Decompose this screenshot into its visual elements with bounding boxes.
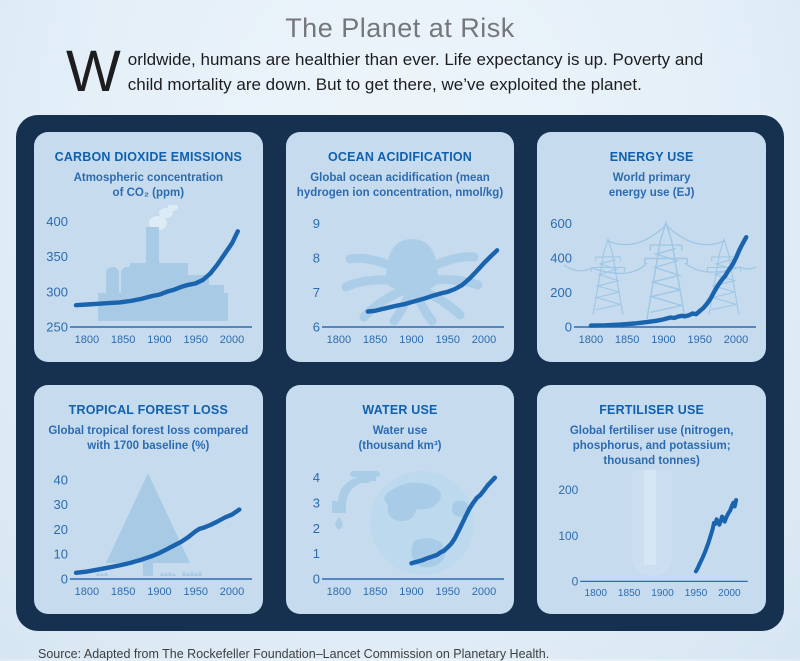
panel-subtitle: Global ocean acidification (mean hydroge… [296, 172, 504, 200]
x-tick-label: 1850 [111, 586, 135, 598]
data-series-line [365, 247, 500, 314]
y-tick-label: 6 [313, 319, 320, 334]
forest-chart: 0 10 20 30 40 1800 1850 1900 1950 2000 [54, 472, 253, 598]
panel-title: WATER USE [362, 402, 438, 417]
y-tick-label: 200 [558, 483, 578, 497]
y-tick-label: 40 [54, 472, 68, 487]
panel-subtitle: Global fertiliser use (nitrogen, phospho… [569, 424, 734, 467]
x-tick-label: 1850 [363, 334, 387, 346]
panel-ocean-acidification: OCEAN ACIDIFICATION Global ocean acidifi… [285, 132, 515, 362]
y-tick-label: 0 [61, 572, 68, 587]
x-tick-label: 2000 [472, 334, 496, 346]
source-note: Source: Adapted from The Rockefeller Fou… [38, 646, 550, 661]
page-title: The Planet at Risk [285, 13, 515, 43]
co2-chart: 250 300 350 400 1800 1850 1900 1950 2000 [47, 204, 253, 346]
y-tick-label: 9 [313, 215, 320, 230]
data-series-line [74, 228, 241, 307]
y-tick-label: 3 [313, 496, 320, 511]
x-tick-label: 1900 [651, 588, 674, 599]
fertiliser-chart: 0 100 200 1800 1850 1900 1950 2000 [558, 469, 748, 599]
x-tick-label: 2000 [220, 586, 244, 598]
panel-title: CARBON DIOXIDE EMISSIONS [54, 150, 243, 164]
x-tick-label: 1950 [184, 586, 208, 598]
tree-icon [96, 473, 203, 576]
x-tick-label: 2000 [220, 334, 244, 346]
water-chart: 0 1 2 3 4 1800 1850 1900 1950 2000 [313, 470, 504, 598]
globe-faucet-icon [331, 471, 474, 575]
x-tick-label: 1950 [687, 334, 711, 346]
panel-title: TROPICAL FOREST LOSS [68, 402, 228, 417]
x-tick-label: 1850 [111, 334, 135, 346]
y-tick-label: 1 [313, 546, 320, 561]
panel-fertiliser-use: FERTILISER USE Global fertiliser use (ni… [537, 384, 766, 614]
y-tick-label: 600 [550, 215, 572, 230]
y-tick-label: 0 [313, 572, 320, 587]
fertiliser-sack-icon [631, 469, 672, 576]
y-tick-label: 400 [550, 250, 572, 265]
x-tick-label: 1800 [584, 588, 607, 599]
factory-icon [98, 204, 229, 321]
y-tick-label: 200 [550, 284, 572, 299]
y-tick-label: 10 [54, 547, 68, 562]
y-tick-label: 0 [564, 319, 571, 334]
x-tick-label: 1950 [184, 334, 208, 346]
data-series-line [409, 475, 498, 566]
x-tick-label: 1800 [327, 334, 351, 346]
y-tick-label: 30 [54, 497, 68, 512]
y-tick-label: 8 [313, 250, 320, 265]
panel-subtitle: Atmospheric concentration of CO₂ (ppm) [73, 172, 224, 200]
panel-subtitle: World primary energy use (EJ) [608, 172, 695, 200]
y-tick-label: 2 [313, 521, 320, 536]
intro-text: orldwide, humans are healthier than ever… [127, 50, 704, 94]
y-tick-label: 7 [313, 284, 320, 299]
x-tick-label: 1950 [435, 586, 459, 598]
x-tick-label: 1900 [399, 586, 423, 598]
panel-subtitle: Water use (thousand km³) [358, 424, 442, 452]
panel-title: ENERGY USE [609, 150, 694, 164]
y-tick-label: 400 [47, 213, 69, 228]
x-tick-label: 2000 [472, 586, 496, 598]
panel-carbon-dioxide-emissions: CARBON DIOXIDE EMISSIONS Atmospheric con… [34, 132, 263, 362]
y-tick-label: 250 [47, 319, 69, 334]
panel-tropical-forest-loss: TROPICAL FOREST LOSS Global tropical for… [34, 384, 263, 614]
ocean-chart: 6 7 8 9 1800 1850 1900 1950 2000 [313, 215, 504, 346]
x-tick-label: 1800 [75, 586, 99, 598]
x-tick-label: 1900 [148, 334, 172, 346]
x-tick-label: 1900 [651, 334, 675, 346]
y-tick-label: 350 [47, 249, 69, 264]
x-tick-label: 1800 [327, 586, 351, 598]
y-tick-label: 4 [313, 470, 320, 485]
data-series-line [588, 234, 749, 328]
y-tick-label: 0 [571, 575, 578, 589]
x-tick-label: 2000 [723, 334, 747, 346]
charts-board: CARBON DIOXIDE EMISSIONS Atmospheric con… [16, 115, 784, 631]
y-tick-label: 20 [54, 522, 68, 537]
data-series-line [74, 507, 242, 576]
pylons-icon [563, 221, 756, 320]
panel-title: FERTILISER USE [599, 402, 705, 417]
panel-title: OCEAN ACIDIFICATION [327, 150, 473, 164]
panel-energy-use: ENERGY USE World primary energy use (EJ)… [537, 132, 766, 362]
y-tick-label: 300 [47, 284, 69, 299]
x-tick-label: 1850 [363, 586, 387, 598]
y-tick-label: 100 [558, 529, 578, 543]
x-tick-label: 1950 [435, 334, 459, 346]
x-tick-label: 2000 [718, 588, 741, 599]
panel-water-use: WATER USE Water use (thousand km³) 0 1 2 3 4… [285, 384, 515, 614]
energy-chart: 0 200 400 600 1800 1850 1900 1950 2000 [550, 215, 756, 346]
octopus-icon [341, 238, 483, 325]
panel-subtitle: Global tropical forest loss compared wit… [48, 424, 249, 452]
x-tick-label: 1900 [399, 334, 423, 346]
x-tick-label: 1950 [684, 588, 707, 599]
x-tick-label: 1800 [578, 334, 602, 346]
x-tick-label: 1900 [148, 586, 172, 598]
x-tick-label: 1850 [618, 588, 641, 599]
data-series-line [693, 498, 738, 574]
intro-dropcap: W [66, 39, 121, 104]
x-tick-label: 1800 [75, 334, 99, 346]
x-tick-label: 1850 [615, 334, 639, 346]
